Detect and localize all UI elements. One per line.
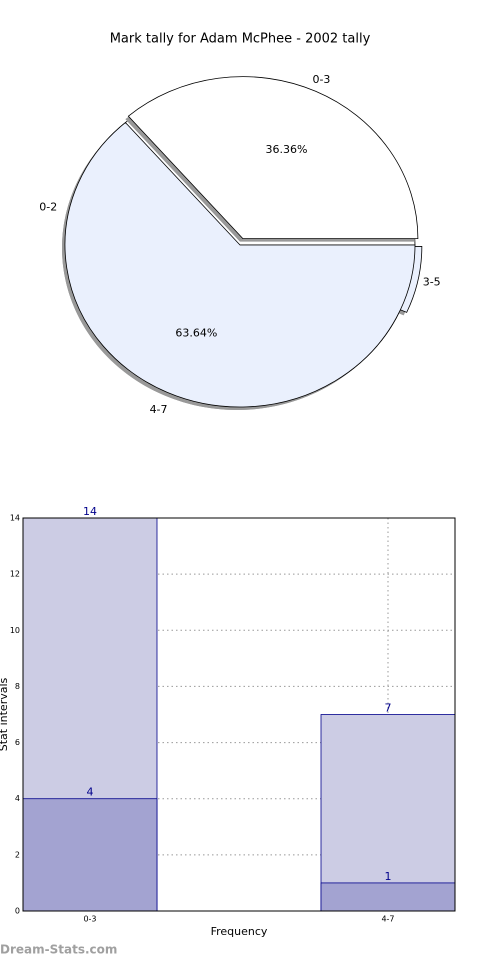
x-axis-label: Frequency [211,925,268,938]
y-tick-label: 8 [15,682,20,691]
bar [320,714,456,912]
y-tick-label: 4 [15,794,20,803]
bar-value-label: 1 [385,870,392,883]
wedge-value: 63.64% [175,326,217,339]
x-tick-label: 4-7 [381,915,394,924]
plot-frame [22,517,456,912]
y-tick-label: 2 [15,850,20,859]
wedge-label: 3-5 [423,276,441,289]
bar [320,882,456,912]
chart-title: Mark tally for Adam McPhee - 2002 tally [110,32,371,47]
wedge-label: 4-7 [150,403,168,416]
y-tick-label: 14 [10,514,20,523]
pie-wedge [64,121,416,408]
wedge-label: 0-3 [312,73,330,86]
pie-wedge [127,76,419,240]
bar [22,798,158,912]
y-tick-label: 6 [15,738,20,747]
wedge-value: 36.36% [266,143,308,156]
watermark: Dream-Stats.com [0,943,117,957]
bar-value-label: 14 [83,505,97,518]
y-tick-label: 12 [10,570,20,579]
y-axis-label: Stat intervals [0,677,10,751]
wedge-label: 0-2 [39,200,57,213]
bar-value-label: 4 [87,786,94,799]
x-tick-label: 0-3 [83,915,96,924]
y-tick-label: 10 [10,626,20,635]
bar-value-label: 7 [385,702,392,715]
y-tick-label: 0 [15,907,20,916]
